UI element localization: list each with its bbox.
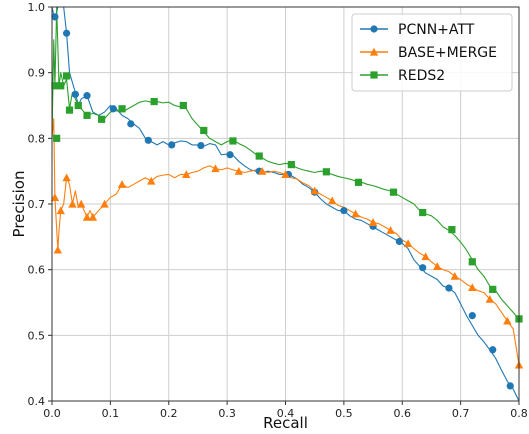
x-tick-label: 0.8 xyxy=(510,407,528,420)
series-marker-base-merge xyxy=(310,186,319,195)
series-marker-reds2 xyxy=(150,97,158,106)
series-marker-reds2 xyxy=(200,126,208,135)
x-tick-label: 0.6 xyxy=(394,407,412,420)
series-marker-reds2 xyxy=(287,161,295,169)
series-marker-reds2 xyxy=(322,168,330,176)
series-marker-base-merge xyxy=(281,170,290,179)
series-marker-pcnn-att xyxy=(127,120,135,128)
series-marker-reds2 xyxy=(62,72,71,80)
x-axis-title: Recall xyxy=(263,414,308,432)
y-axis-title: Precision xyxy=(10,171,28,238)
series-marker-reds2 xyxy=(389,188,398,196)
legend-marker-pcnn-att xyxy=(370,25,378,33)
series-marker-base-merge xyxy=(386,226,395,234)
series-marker-base-merge xyxy=(257,166,267,175)
x-tick-label: 0.7 xyxy=(452,407,470,420)
series-marker-reds2 xyxy=(489,285,497,293)
series-marker-base-merge xyxy=(76,199,86,208)
series-marker-pcnn-att xyxy=(489,346,497,354)
series-marker-reds2 xyxy=(118,105,126,113)
legend-marker-base-merge xyxy=(369,47,379,56)
series-marker-reds2 xyxy=(229,137,237,145)
series-marker-pcnn-att xyxy=(71,90,79,98)
series-marker-pcnn-att xyxy=(168,141,176,149)
ticks: 0.0 0.1 0.2 0.3 0.4 0.5 0.6 0.7 0.8 0.4 0.5 0.6 0.7 0… xyxy=(28,1,528,420)
series-marker-reds2 xyxy=(57,82,65,90)
y-tick-label: 0.4 xyxy=(28,395,46,408)
series-marker-reds2 xyxy=(354,178,363,186)
series-marker-reds2 xyxy=(98,115,106,123)
legend-label-reds2: REDS2 xyxy=(398,68,445,84)
series-marker-reds2 xyxy=(468,258,476,266)
series-marker-base-merge xyxy=(421,252,430,261)
series-marker-base-merge xyxy=(211,164,220,173)
legend-label-base-merge: BASE+MERGE xyxy=(398,45,497,61)
legend-label-pcnn-att: PCNN+ATT xyxy=(398,22,475,38)
y-tick-label: 0.5 xyxy=(28,329,46,342)
series-marker-reds2 xyxy=(448,226,456,234)
series-marker-reds2 xyxy=(74,101,82,110)
marker-group xyxy=(50,13,524,390)
series-marker-pcnn-att xyxy=(197,141,205,150)
series-marker-base-merge xyxy=(53,245,63,254)
series-marker-base-merge xyxy=(147,176,156,185)
series-marker-base-merge xyxy=(234,166,243,175)
series-marker-pcnn-att xyxy=(395,237,403,246)
series-marker-reds2 xyxy=(51,82,59,90)
series-marker-base-merge xyxy=(368,218,378,226)
series-marker-base-merge xyxy=(403,239,413,247)
series-marker-pcnn-att xyxy=(445,284,453,292)
series-marker-base-merge xyxy=(468,283,477,291)
series-marker-pcnn-att xyxy=(144,136,152,144)
series-marker-reds2 xyxy=(419,208,427,217)
series-marker-base-merge xyxy=(68,199,77,208)
series-marker-pcnn-att xyxy=(506,382,514,390)
series-marker-base-merge xyxy=(328,196,337,205)
y-tick-label: 0.8 xyxy=(28,132,46,145)
series-marker-base-merge xyxy=(450,272,459,280)
series-marker-pcnn-att xyxy=(226,151,234,159)
series-marker-reds2 xyxy=(83,111,91,119)
series-marker-pcnn-att xyxy=(419,264,427,272)
y-tick-label: 1.0 xyxy=(28,1,46,14)
series-marker-base-merge xyxy=(50,193,60,202)
series-marker-pcnn-att xyxy=(468,312,476,320)
y-tick-label: 0.7 xyxy=(28,198,46,211)
legend-box xyxy=(351,13,513,92)
x-tick-label: 0.0 xyxy=(43,407,61,420)
series-marker-reds2 xyxy=(179,101,187,110)
series-marker-base-merge xyxy=(485,295,495,303)
y-tick-label: 0.6 xyxy=(28,264,46,277)
series-marker-reds2 xyxy=(65,106,74,114)
legend-marker-reds2 xyxy=(370,71,378,79)
grid xyxy=(51,6,520,402)
x-tick-label: 0.1 xyxy=(102,407,120,420)
series-marker-base-merge xyxy=(82,212,92,221)
legend: PCNN+ATT BASE+MERGE REDS2 xyxy=(351,13,513,92)
series-marker-pcnn-att xyxy=(83,92,91,100)
series-marker-pcnn-att xyxy=(109,105,117,113)
series-marker-base-merge xyxy=(100,199,109,208)
series-marker-base-merge xyxy=(433,262,442,270)
x-tick-label: 0.3 xyxy=(218,407,236,420)
series-marker-base-merge xyxy=(117,180,127,188)
series-marker-pcnn-att xyxy=(340,206,348,215)
series-marker-base-merge xyxy=(351,209,360,218)
series-marker-pcnn-att xyxy=(62,29,71,37)
series-marker-reds2 xyxy=(53,134,61,142)
x-tick-label: 0.2 xyxy=(160,407,178,420)
y-tick-label: 0.9 xyxy=(28,67,46,80)
x-tick-label: 0.4 xyxy=(277,407,295,420)
series-marker-base-merge xyxy=(56,206,65,215)
series-marker-base-merge xyxy=(503,316,512,325)
series-marker-base-merge xyxy=(62,173,71,182)
x-tick-label: 0.5 xyxy=(335,407,353,420)
series-marker-base-merge xyxy=(182,170,191,179)
series-marker-base-merge xyxy=(88,212,98,221)
series-marker-pcnn-att xyxy=(51,13,59,21)
series-marker-reds2 xyxy=(255,152,263,160)
